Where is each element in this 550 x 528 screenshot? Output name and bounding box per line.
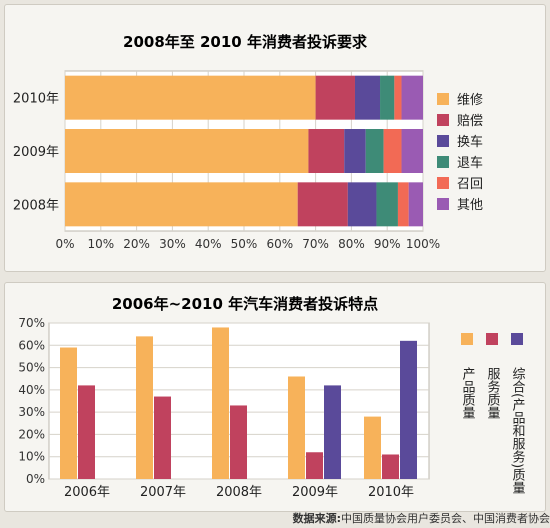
x-tick-label: 40%	[195, 237, 222, 251]
y-tick-label: 60%	[18, 338, 45, 352]
bar	[60, 347, 77, 479]
category-label: 2009年	[13, 145, 59, 160]
bar-segment	[383, 129, 402, 173]
category-label: 2008年	[216, 485, 262, 500]
x-tick-label: 0%	[55, 237, 74, 251]
legend-swatch	[437, 135, 449, 147]
bar	[212, 327, 229, 479]
legend-label: 产品质量	[460, 367, 476, 419]
x-tick-label: 90%	[374, 237, 401, 251]
category-label: 2007年	[140, 485, 186, 500]
legend-swatch	[437, 198, 449, 210]
bar-segment	[365, 129, 384, 173]
legend-label: 综合(产品和服务)质量	[510, 367, 526, 495]
x-tick-label: 70%	[302, 237, 329, 251]
bar-segment	[65, 75, 316, 120]
bar	[382, 454, 399, 479]
data-source: 数据来源:中国质量协会用户委员会、中国消费者协会	[0, 510, 550, 526]
y-tick-label: 70%	[18, 316, 45, 330]
bar-segment	[401, 129, 423, 173]
source-label: 数据来源:	[292, 512, 341, 525]
y-tick-label: 30%	[18, 405, 45, 419]
bar-segment	[65, 129, 309, 173]
legend-swatch	[437, 114, 449, 126]
legend-label: 换车	[457, 134, 483, 150]
bar-segment	[308, 129, 345, 173]
x-tick-label: 20%	[123, 237, 150, 251]
legend-swatch	[437, 177, 449, 189]
complaint-features-panel: 2006年~2010 年汽车消费者投诉特点 0% 10% 20% 30% 40% 50% 6…	[4, 282, 546, 512]
x-tick-label: 100%	[406, 237, 440, 251]
x-tick-label: 60%	[266, 237, 293, 251]
x-tick-label: 80%	[338, 237, 365, 251]
bar-segment	[347, 182, 377, 227]
legend-swatch	[486, 333, 498, 345]
bar-segment	[380, 75, 395, 120]
category-label: 2009年	[292, 485, 338, 500]
category-label: 2010年	[13, 92, 59, 107]
bar-segment	[344, 129, 366, 173]
legend-swatch	[437, 93, 449, 105]
x-tick-label: 30%	[159, 237, 186, 251]
legend-label: 服务质量	[485, 367, 501, 419]
bar	[364, 416, 381, 479]
category-label: 2006年	[64, 485, 110, 500]
complaint-demands-chart: 2008年至 2010 年消费者投诉要求 0% 10% 20% 30% 40% 50% 60…	[13, 33, 483, 251]
bar	[230, 405, 247, 479]
legend-label: 退车	[457, 155, 483, 171]
legend-label: 召回	[457, 177, 483, 192]
x-tick-label: 10%	[87, 237, 114, 251]
chart-title: 2008年至 2010 年消费者投诉要求	[123, 33, 368, 51]
bar	[324, 385, 341, 479]
legend-label: 维修	[457, 93, 483, 108]
complaint-features-chart: 2006年~2010 年汽车消费者投诉特点 0% 10% 20% 30% 40% 50% 6…	[18, 295, 526, 500]
chart-title: 2006年~2010 年汽车消费者投诉特点	[112, 295, 378, 313]
bar	[400, 340, 417, 479]
bar	[306, 452, 323, 479]
bar	[78, 385, 95, 479]
complaint-demands-panel: 2008年至 2010 年消费者投诉要求 0% 10% 20% 30% 40% 50% 60…	[4, 4, 546, 272]
legend-label: 赔偿	[457, 114, 483, 129]
bar-segment	[297, 182, 348, 227]
bar-segment	[408, 182, 423, 227]
bar	[154, 396, 171, 479]
bar	[288, 376, 305, 479]
bar-segment	[397, 182, 409, 227]
y-tick-label: 40%	[18, 383, 45, 397]
bar	[136, 336, 153, 479]
source-text: 中国质量协会用户委员会、中国消费者协会	[341, 512, 550, 525]
bar-segment	[315, 75, 355, 120]
category-label: 2008年	[13, 198, 59, 213]
y-tick-label: 10%	[18, 450, 45, 464]
y-tick-label: 20%	[18, 427, 45, 441]
y-tick-label: 50%	[18, 361, 45, 375]
legend-swatch	[437, 156, 449, 168]
x-tick-label: 50%	[231, 237, 258, 251]
bar-segment	[401, 75, 423, 120]
category-label: 2010年	[368, 485, 414, 500]
legend-swatch	[511, 333, 523, 345]
legend-swatch	[461, 333, 473, 345]
legend-label: 其他	[457, 198, 483, 213]
bar-segment	[354, 75, 381, 120]
bar-segment	[65, 182, 298, 227]
y-tick-label: 0%	[26, 472, 45, 486]
bar-segment	[394, 75, 402, 120]
bar-segment	[376, 182, 398, 227]
